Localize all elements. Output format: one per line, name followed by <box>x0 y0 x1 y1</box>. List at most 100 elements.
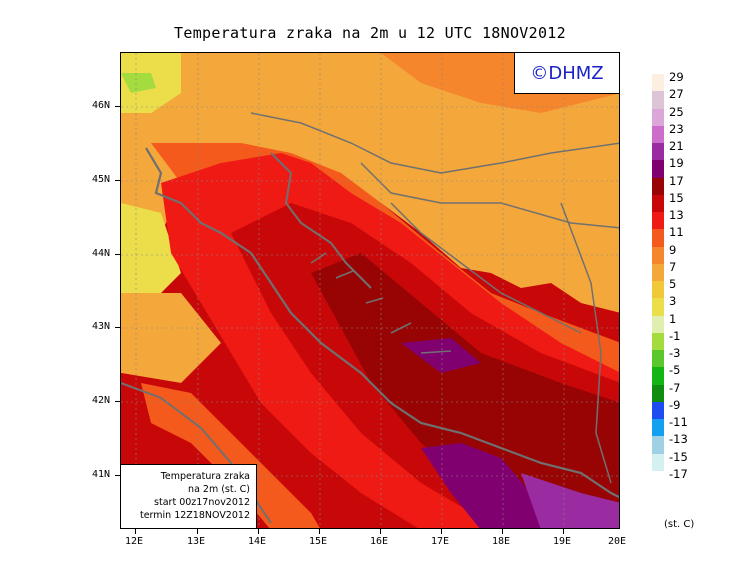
colorbar-swatch <box>652 367 664 385</box>
lat-label-43n: 43N <box>92 321 111 332</box>
lon-label-15e: 15E <box>309 536 328 547</box>
colorbar-swatch <box>652 298 664 316</box>
colorbar-swatch <box>652 384 664 403</box>
temperature-map: ©DHMZ Temperatura zraka na 2m (st. C) st… <box>120 52 620 529</box>
colorbar-label: 11 <box>669 225 684 240</box>
colorbar-label: 1 <box>669 311 677 326</box>
colorbar-label: 21 <box>669 139 684 153</box>
colorbar-swatch <box>652 350 664 368</box>
colorbar-swatch <box>652 246 664 265</box>
lat-tick <box>115 106 120 107</box>
grid-lines <box>121 53 619 528</box>
lat-tick <box>115 401 120 402</box>
colorbar-label: 7 <box>669 259 677 274</box>
colorbar-label: 23 <box>669 121 684 136</box>
colorbar-label: 27 <box>669 87 684 102</box>
italy-cool-zone <box>121 203 181 293</box>
colorbar-swatch <box>652 436 664 454</box>
colorbar-label: 3 <box>669 294 677 309</box>
adriatic-hot-core <box>311 253 619 528</box>
temperature-field <box>121 53 619 528</box>
info-line-4: termin 12Z18NOV2012 <box>139 510 250 521</box>
border-north <box>250 112 619 174</box>
lat-label-46n: 46N <box>92 100 111 111</box>
lon-label-17e: 17E <box>431 536 450 547</box>
border-sava <box>360 162 619 229</box>
lat-label-44n: 44N <box>92 248 111 259</box>
colorbar-swatch <box>652 263 664 282</box>
lat-tick <box>115 180 120 181</box>
colorbar-swatch <box>652 74 664 92</box>
info-line-3: start 00z17nov2012 <box>154 497 250 508</box>
lon-tick <box>380 529 381 534</box>
lon-label-19e: 19E <box>553 536 572 547</box>
lon-label-20e: 20E <box>608 536 627 547</box>
lon-tick <box>502 529 503 534</box>
hot-spot-2 <box>421 443 560 528</box>
dhmz-logo: ©DHMZ <box>514 53 619 94</box>
colorbar-swatch <box>652 470 664 489</box>
colorbar-label: -3 <box>669 346 681 360</box>
colorbar-label: -5 <box>669 363 681 378</box>
border-east <box>560 202 612 484</box>
map-title: Temperatura zraka na 2m u 12 UTC 18NOV20… <box>174 24 566 42</box>
colorbar-label: 9 <box>669 242 677 257</box>
lat-label-45n: 45N <box>92 174 111 185</box>
colorbar-swatch <box>652 160 664 178</box>
italy-coast-band <box>141 383 320 528</box>
colorbar-swatch <box>652 177 664 196</box>
lon-tick <box>441 529 442 534</box>
colorbar-label: 15 <box>669 190 684 205</box>
lon-tick <box>563 529 564 534</box>
hot-spot-3 <box>521 473 619 528</box>
colorbar-label: -11 <box>669 415 688 429</box>
italy-mild-zone <box>121 293 221 383</box>
colorbar-label: -7 <box>669 380 681 395</box>
colorbar-swatch <box>652 281 664 299</box>
lon-tick <box>135 529 136 534</box>
lon-label-12e: 12E <box>125 536 144 547</box>
temperature-colorbar <box>652 74 664 489</box>
colorbar-swatch <box>652 108 664 127</box>
colorbar-label: 17 <box>669 173 684 188</box>
colorbar-swatch <box>652 229 664 247</box>
lat-tick <box>115 475 120 476</box>
lat-tick <box>115 327 120 328</box>
east-adriatic-coastline <box>145 147 619 499</box>
lon-label-16e: 16E <box>370 536 389 547</box>
colorbar-swatch <box>652 91 664 109</box>
colorbar-swatch <box>652 401 664 420</box>
legend-info-box: Temperatura zraka na 2m (st. C) start 00… <box>121 464 257 528</box>
info-line-1: Temperatura zraka <box>160 471 250 482</box>
colorbar-label: -9 <box>669 397 681 412</box>
colorbar-swatch <box>652 453 664 472</box>
lon-tick <box>197 529 198 534</box>
istria-coastline <box>270 152 372 289</box>
colorbar-label: 29 <box>669 70 684 84</box>
lat-tick <box>115 254 120 255</box>
colorbar-swatch <box>652 315 664 334</box>
lon-label-13e: 13E <box>187 536 206 547</box>
colorbar-swatch <box>652 332 664 351</box>
colorbar-swatch <box>652 125 664 144</box>
info-line-2: na 2m (st. C) <box>188 484 250 495</box>
lon-tick <box>258 529 259 534</box>
colorbar-swatch <box>652 143 664 161</box>
lon-tick <box>319 529 320 534</box>
colorbar-label: -17 <box>669 466 688 481</box>
colorbar-label: -15 <box>669 449 688 464</box>
lon-label-14e: 14E <box>248 536 267 547</box>
colorbar-label: -1 <box>669 328 681 343</box>
lon-label-18e: 18E <box>492 536 511 547</box>
colorbar-swatch <box>652 194 664 213</box>
colorbar-label: 5 <box>669 277 677 291</box>
colorbar-unit: (st. C) <box>664 519 695 530</box>
land-warm-zone <box>121 53 619 313</box>
colorbar-label: 19 <box>669 156 684 171</box>
colorbar-swatch <box>652 212 664 230</box>
lat-label-42n: 42N <box>92 395 111 406</box>
border-bosnia <box>390 202 582 334</box>
colorbar-swatch <box>652 419 664 437</box>
colorbar-label: -13 <box>669 432 688 447</box>
hot-spot-1 <box>401 338 481 373</box>
